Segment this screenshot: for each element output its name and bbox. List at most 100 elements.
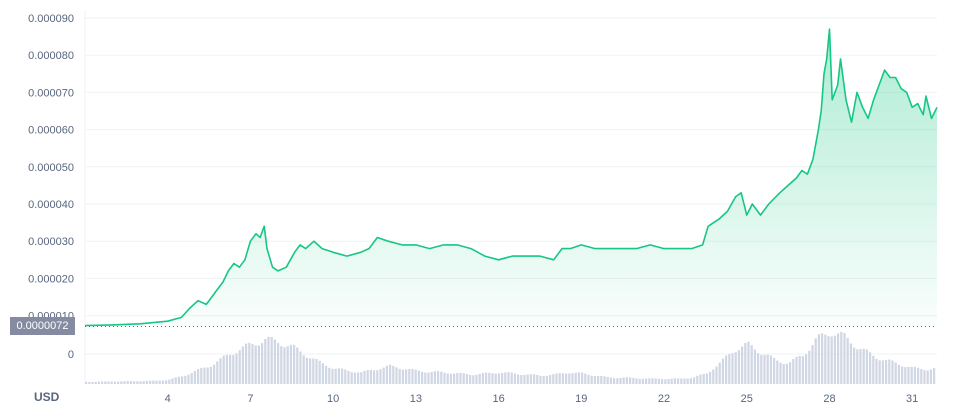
volume-bar <box>446 373 449 384</box>
volume-bar <box>427 372 430 384</box>
volume-bar <box>257 345 260 384</box>
price-line[interactable] <box>84 28 938 327</box>
volume-bar <box>667 379 670 384</box>
volume-bar <box>645 378 648 384</box>
x-tick-label: 13 <box>410 393 422 405</box>
y-tick-label: 0.000040 <box>28 199 74 211</box>
volume-bar <box>101 381 104 384</box>
volume-bar <box>587 374 590 384</box>
volume-bar <box>878 360 881 384</box>
volume-bar <box>424 372 427 384</box>
volume-bar <box>366 370 369 384</box>
volume-bar <box>405 369 408 384</box>
x-tick-label: 10 <box>327 393 339 405</box>
volume-bar <box>750 345 753 384</box>
volume-bar <box>875 358 878 384</box>
volume-bar <box>203 367 206 384</box>
volume-bar <box>574 372 577 384</box>
volume-bar <box>795 356 798 384</box>
volume-bar <box>321 363 324 384</box>
volume-bar <box>104 381 107 384</box>
volume-bar <box>523 374 526 384</box>
volume-bar <box>129 381 132 384</box>
volume-bar <box>353 372 356 384</box>
volume-bar <box>872 355 875 384</box>
volume-bar <box>833 335 836 384</box>
volume-bar <box>917 367 920 384</box>
volume-bar <box>558 373 561 384</box>
volume-bar <box>369 370 372 384</box>
volume-bar <box>910 366 913 384</box>
volume-bar <box>718 362 721 384</box>
volume-bar <box>168 379 171 384</box>
volume-bar <box>139 381 142 384</box>
volume-bar <box>341 368 344 384</box>
volume-bar <box>392 365 395 384</box>
volume-bar <box>597 376 600 384</box>
volume-bar <box>526 374 529 384</box>
volume-bar <box>549 375 552 384</box>
volume-bar <box>357 372 360 384</box>
volume-bar <box>577 372 580 384</box>
volume-bar <box>584 373 587 384</box>
volume-bar <box>638 378 641 384</box>
volume-bar <box>766 354 769 384</box>
volume-bar <box>325 365 328 384</box>
volume-bar <box>517 374 520 384</box>
x-tick-label: 16 <box>492 393 504 405</box>
volume-bar <box>885 359 888 384</box>
volume-bar <box>785 363 788 384</box>
volume-bar <box>363 370 366 384</box>
volume-bar <box>152 380 155 384</box>
volume-bar <box>782 363 785 384</box>
volume-bar <box>241 346 244 384</box>
volume-bar <box>552 374 555 384</box>
y-tick-label: 0.000020 <box>28 273 74 285</box>
x-tick-label: 31 <box>906 393 918 405</box>
volume-bar <box>686 378 689 384</box>
x-tick-label: 28 <box>823 393 835 405</box>
volume-bar <box>197 369 200 384</box>
volume-bar <box>808 350 811 384</box>
y-axis: 0.0000100.0000200.0000300.0000400.000050… <box>28 13 74 323</box>
volume-bar <box>824 334 827 384</box>
volume-bar <box>289 344 292 384</box>
volume-bar <box>869 352 872 384</box>
volume-bar <box>712 369 715 384</box>
volume-bar <box>507 372 510 384</box>
volume-bar <box>360 372 363 384</box>
volume-bar <box>501 373 504 384</box>
volume-bar <box>673 378 676 384</box>
price-area <box>85 29 937 326</box>
x-tick-label: 25 <box>741 393 753 405</box>
volume-bar <box>171 378 174 384</box>
volume-bar <box>293 344 296 384</box>
volume-bar <box>904 367 907 384</box>
volume-bar <box>728 354 731 384</box>
volume-bar <box>478 373 481 384</box>
volume-bar <box>206 367 209 384</box>
volume-bar <box>136 381 139 384</box>
volume-bar <box>545 375 548 384</box>
volume-bar <box>200 367 203 384</box>
volume-bar <box>741 346 744 384</box>
volume-bar <box>801 356 804 384</box>
volume-bar <box>264 339 267 384</box>
volume-bar <box>382 367 385 384</box>
volume-bar <box>603 376 606 384</box>
volume-bar <box>641 378 644 384</box>
volume-bar <box>581 372 584 384</box>
volume-bar <box>318 360 321 384</box>
volume-bar <box>693 377 696 384</box>
volume-zero-tick: 0 <box>68 349 74 361</box>
volume-bar <box>520 375 523 384</box>
volume-bar <box>299 351 302 384</box>
volume-bar <box>494 373 497 384</box>
volume-bar <box>219 358 222 384</box>
volume-bar <box>181 376 184 384</box>
x-tick-label: 4 <box>165 393 171 405</box>
y-tick-label: 0.000080 <box>28 50 74 62</box>
volume-bar <box>565 373 568 384</box>
volume-bar <box>373 370 376 384</box>
